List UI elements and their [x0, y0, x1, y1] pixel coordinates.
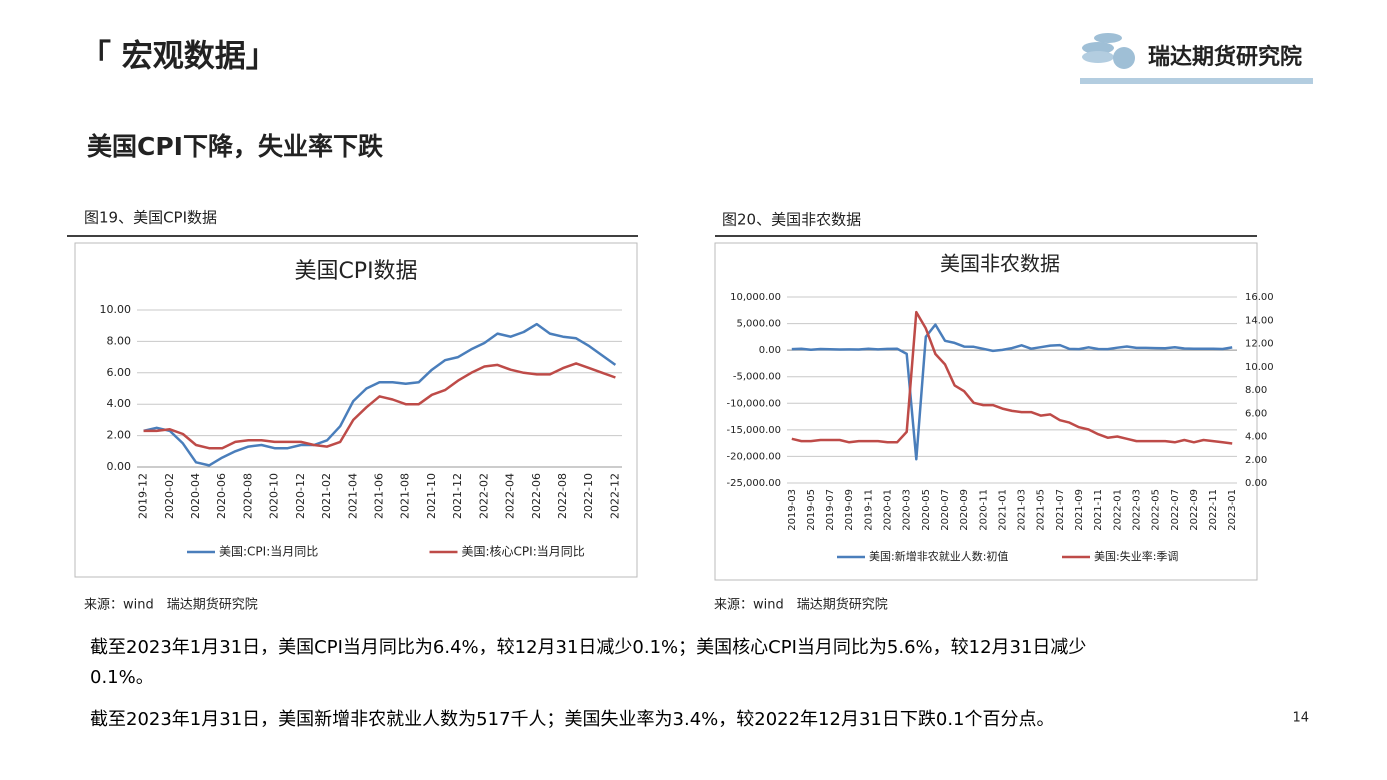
x-tick-label: 2019-07	[825, 489, 836, 531]
legend-label: 美国:CPI:当月同比	[219, 545, 318, 559]
x-tick-label: 2021-07	[1055, 489, 1066, 531]
logo-icon	[1082, 33, 1135, 69]
x-tick-label: 2022-02	[477, 473, 490, 519]
y2-tick-label: 16.00	[1245, 292, 1274, 303]
y-tick-label: 10,000.00	[730, 292, 781, 303]
x-tick-label: 2022-04	[504, 473, 517, 519]
x-tick-label: 2022-10	[582, 473, 595, 519]
y-tick-label: -15,000.00	[726, 425, 781, 436]
series-line	[791, 310, 1233, 445]
logo-bar	[1080, 78, 1313, 84]
chart-title: 美国非农数据	[940, 252, 1060, 276]
source-note: 来源：wind 瑞达期货研究院	[714, 597, 888, 613]
x-tick-label: 2021-11	[1093, 489, 1104, 531]
x-tick-label: 2021-04	[346, 473, 359, 519]
figure-caption: 图19、美国CPI数据	[84, 209, 217, 227]
x-tick-label: 2020-03	[902, 489, 913, 531]
x-tick-label: 2020-12	[294, 473, 307, 519]
x-tick-label: 2022-06	[530, 473, 543, 519]
x-tick-label: 2021-08	[399, 473, 412, 519]
x-tick-label: 2020-06	[215, 473, 228, 519]
y-tick-label: 5,000.00	[736, 319, 781, 330]
x-tick-label: 2021-10	[425, 473, 438, 519]
x-tick-label: 2020-07	[940, 489, 951, 531]
chart-frame	[74, 242, 638, 578]
y2-tick-label: 14.00	[1245, 315, 1274, 326]
x-tick-label: 2022-11	[1208, 489, 1219, 531]
x-tick-label: 2022-12	[608, 473, 621, 519]
y2-tick-label: 6.00	[1245, 408, 1267, 419]
y-tick-label: 0.00	[759, 345, 781, 356]
legend-label: 美国:失业率:季调	[1094, 549, 1178, 563]
legend-label: 美国:核心CPI:当月同比	[462, 545, 585, 559]
y-tick-label: -20,000.00	[726, 451, 781, 462]
x-tick-label: 2020-11	[978, 489, 989, 531]
x-tick-label: 2021-09	[1074, 489, 1085, 531]
x-tick-label: 2020-04	[189, 473, 202, 519]
x-tick-label: 2022-05	[1151, 489, 1162, 531]
y2-tick-label: 12.00	[1245, 339, 1274, 350]
x-tick-label: 2020-09	[959, 489, 970, 531]
section-title: 美国CPI下降，失业率下跌	[87, 132, 383, 161]
y2-tick-label: 10.00	[1245, 362, 1274, 373]
x-tick-label: 2021-03	[1017, 489, 1028, 531]
slide-title: 「 宏观数据」	[80, 39, 277, 75]
y-tick-label: -5,000.00	[733, 372, 781, 383]
x-tick-label: 2019-03	[787, 489, 798, 531]
x-tick-label: 2019-12	[137, 473, 150, 519]
logo-text: 瑞达期货研究院	[1148, 44, 1302, 70]
paragraph: 截至2023年1月31日，美国新增非农就业人数为517千人；美国失业率为3.4%…	[90, 709, 1055, 730]
x-tick-label: 2020-02	[163, 473, 176, 519]
x-tick-label: 2021-02	[320, 473, 333, 519]
x-tick-label: 2022-03	[1131, 489, 1142, 531]
x-tick-label: 2021-01	[997, 489, 1008, 531]
x-tick-label: 2019-05	[806, 489, 817, 531]
series-line	[791, 323, 1233, 461]
x-tick-label: 2020-01	[883, 489, 894, 531]
y2-tick-label: 4.00	[1245, 432, 1267, 443]
chart-title: 美国CPI数据	[294, 259, 417, 284]
y-tick-label: 0.00	[107, 460, 132, 473]
x-tick-label: 2020-05	[921, 489, 932, 531]
chart-frame	[714, 242, 1258, 581]
y2-tick-label: 8.00	[1245, 385, 1267, 396]
figure-caption: 图20、美国非农数据	[722, 211, 861, 229]
x-tick-label: 2021-12	[451, 473, 464, 519]
x-tick-label: 2020-08	[241, 473, 254, 519]
series-line	[143, 322, 617, 467]
y2-tick-label: 0.00	[1245, 478, 1267, 489]
series-line	[143, 362, 616, 450]
y-tick-label: -10,000.00	[726, 398, 781, 409]
x-tick-label: 2019-09	[844, 489, 855, 531]
x-tick-label: 2019-11	[863, 489, 874, 531]
x-tick-label: 2020-10	[268, 473, 281, 519]
x-tick-label: 2022-07	[1170, 489, 1181, 531]
y-tick-label: -25,000.00	[726, 478, 781, 489]
page-number: 14	[1292, 711, 1309, 726]
y-tick-label: 10.00	[100, 303, 132, 316]
x-tick-label: 2022-09	[1189, 489, 1200, 531]
legend-label: 美国:新增非农就业人数:初值	[869, 549, 1008, 563]
y-tick-label: 4.00	[107, 397, 132, 410]
x-tick-label: 2022-08	[556, 473, 569, 519]
y2-tick-label: 2.00	[1245, 455, 1267, 466]
y-tick-label: 8.00	[107, 334, 132, 347]
source-note: 来源：wind 瑞达期货研究院	[84, 597, 258, 613]
paragraph: 截至2023年1月31日，美国CPI当月同比为6.4%，较12月31日减少0.1…	[90, 637, 1087, 688]
y-tick-label: 2.00	[107, 429, 132, 442]
x-tick-label: 2021-06	[373, 473, 386, 519]
y-tick-label: 6.00	[107, 366, 132, 379]
x-tick-label: 2023-01	[1227, 489, 1238, 531]
x-tick-label: 2021-05	[1036, 489, 1047, 531]
x-tick-label: 2022-01	[1112, 489, 1123, 531]
